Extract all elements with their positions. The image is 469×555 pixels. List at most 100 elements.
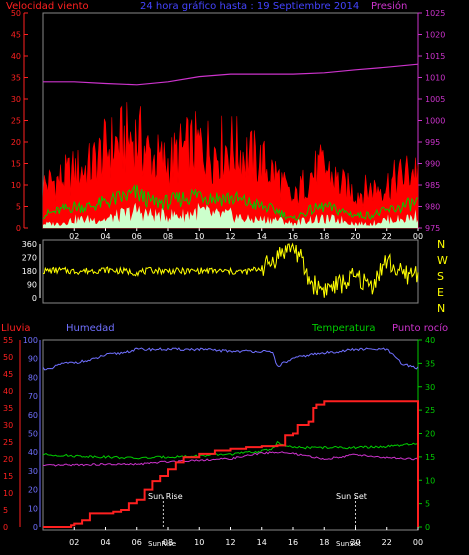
dir-y-tick-label: 360 — [22, 240, 37, 249]
rain-y-tick-label: 50 — [3, 353, 13, 362]
pressure-y-tick-label: 995 — [425, 138, 440, 147]
sunrise-tick-label: SunRise — [148, 540, 176, 548]
climate-x-tick-label: 10 — [194, 538, 204, 547]
dir-y-tick-label: 180 — [22, 267, 37, 276]
pressure-y-tick-label: 1000 — [425, 117, 445, 126]
temperature-y-tick-label: 10 — [425, 476, 435, 485]
wind-x-tick-label: 10 — [194, 232, 204, 241]
wind-x-tick-label: 16 — [288, 232, 298, 241]
wind-speed-title: Velocidad viento — [6, 1, 89, 12]
humidity-y-tick-label: 0 — [33, 523, 38, 532]
climate-x-tick-label: 04 — [100, 538, 110, 547]
wind-y-tick-label: 40 — [11, 52, 21, 61]
dew-point-series — [42, 451, 419, 467]
pressure-series — [43, 63, 419, 86]
wind-y-tick-label: 50 — [11, 9, 21, 18]
rain-y-tick-label: 0 — [3, 523, 8, 532]
direction-panel: 0 90 180 270 360 — [22, 240, 419, 303]
pressure-y-tick-label: 1010 — [425, 74, 445, 83]
pressure-y-tick-label: 1005 — [425, 95, 445, 104]
wind-panel: 0510152025303540455097598098599099510001… — [11, 9, 446, 241]
humidity-y-tick-label: 60 — [28, 411, 38, 420]
rain-y-tick-label: 35 — [3, 404, 13, 413]
temperature-series — [42, 440, 419, 460]
wind-direction-series — [43, 242, 419, 298]
rain-y-tick-label: 20 — [3, 455, 13, 464]
rain-y-tick-label: 25 — [3, 438, 13, 447]
temperature-y-tick-label: 35 — [425, 359, 435, 368]
dew-point-label: Punto rocío — [392, 322, 448, 334]
temperature-y-tick-label: 5 — [425, 500, 430, 509]
temperature-y-tick-label: 40 — [425, 336, 435, 345]
wind-y-tick-label: 20 — [11, 138, 21, 147]
wind-x-tick-label: 12 — [225, 232, 235, 241]
climate-x-tick-label: 18 — [319, 538, 329, 547]
wind-y-tick-label: 30 — [11, 95, 21, 104]
climate-x-tick-label: 06 — [132, 538, 142, 547]
pressure-title: Presión — [371, 0, 407, 12]
humidity-y-tick-label: 80 — [28, 373, 38, 382]
chart-subtitle: 24 hora gráfico hasta : 19 Septiembre 20… — [140, 0, 359, 12]
temperature-y-tick-label: 30 — [425, 383, 435, 392]
wind-y-tick-label: 15 — [11, 160, 21, 169]
dir-letter-w: W — [437, 254, 448, 267]
humidity-y-tick-label: 90 — [28, 355, 38, 364]
climate-x-tick-label: 20 — [350, 538, 360, 547]
humidity-y-tick-label: 70 — [28, 392, 38, 401]
humidity-label: Humedad — [66, 323, 115, 334]
temperature-y-tick-label: 20 — [425, 430, 435, 439]
humidity-y-tick-label: 40 — [28, 448, 38, 457]
wind-x-tick-label: 06 — [132, 232, 142, 241]
wind-x-tick-label: 18 — [319, 232, 329, 241]
dir-y-tick-label: 90 — [27, 281, 37, 290]
rain-series — [43, 400, 419, 528]
temperature-y-tick-label: 25 — [425, 406, 435, 415]
temperature-y-tick-label: 15 — [425, 453, 435, 462]
climate-x-tick-label: 22 — [382, 538, 392, 547]
rain-y-tick-label: 5 — [3, 506, 8, 515]
climate-x-tick-label: 16 — [288, 538, 298, 547]
wind-y-tick-label: 10 — [11, 181, 21, 190]
wind-avg-series — [42, 184, 418, 221]
pressure-y-tick-label: 985 — [425, 181, 440, 190]
wind-low-series — [43, 202, 418, 228]
rain-label: Lluvia — [1, 323, 31, 334]
pressure-y-tick-label: 975 — [425, 224, 440, 233]
climate-x-tick-label: 08 — [163, 538, 173, 547]
pressure-y-tick-label: 990 — [425, 160, 440, 169]
direction-panel-frame — [42, 239, 419, 304]
pressure-y-tick-label: 1015 — [425, 52, 445, 61]
sunrise-label: Sun Rise — [148, 492, 183, 501]
humidity-y-tick-label: 20 — [28, 486, 38, 495]
wind-y-tick-label: 35 — [11, 74, 21, 83]
pressure-y-tick-label: 1025 — [425, 9, 445, 18]
sunset-label: Sun Set — [336, 492, 367, 501]
humidity-y-tick-label: 10 — [28, 504, 38, 513]
temperature-y-tick-label: 0 — [425, 523, 430, 532]
climate-x-tick-label: 12 — [225, 538, 235, 547]
pressure-y-tick-label: 980 — [425, 203, 440, 212]
wind-x-tick-label: 14 — [257, 232, 267, 241]
dir-y-tick-label: 270 — [22, 254, 37, 263]
rain-y-tick-label: 10 — [3, 489, 13, 498]
rain-y-tick-label: 40 — [3, 387, 13, 396]
climate-panel: 0510152025303540455055010203040506070809… — [3, 336, 435, 547]
wind-x-tick-label: 08 — [163, 232, 173, 241]
dir-letter-s: S — [437, 270, 444, 283]
wind-x-tick-label: 20 — [350, 232, 360, 241]
climate-x-tick-label: 02 — [69, 538, 79, 547]
wind-y-tick-label: 45 — [11, 31, 21, 40]
wind-y-tick-label: 5 — [16, 203, 21, 212]
wind-y-tick-label: 0 — [16, 224, 21, 233]
wind-gust-series — [42, 102, 419, 229]
climate-x-tick-label: 00 — [413, 538, 423, 547]
humidity-y-tick-label: 30 — [28, 467, 38, 476]
wind-x-tick-label: 00 — [413, 232, 423, 241]
pressure-y-tick-label: 1020 — [425, 31, 445, 40]
rain-y-tick-label: 45 — [3, 370, 13, 379]
dir-letter-e: E — [437, 286, 444, 299]
rain-y-tick-label: 55 — [3, 336, 13, 345]
sunset-tick-label: SunSet — [336, 540, 361, 548]
